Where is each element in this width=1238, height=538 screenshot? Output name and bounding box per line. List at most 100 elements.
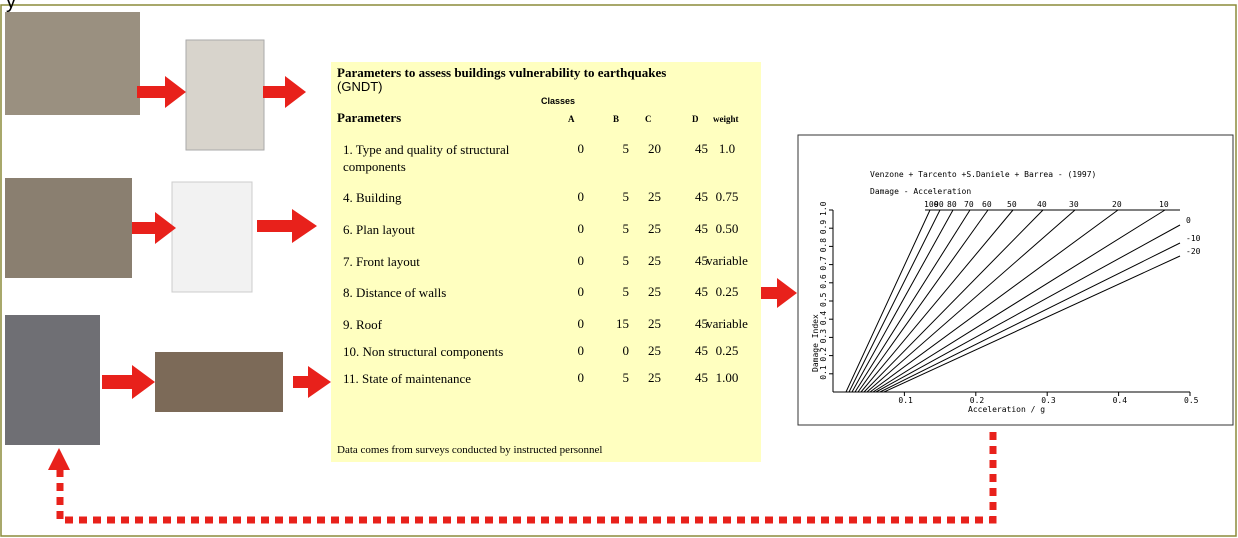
- y-tick-label: 1.0: [819, 201, 828, 216]
- curve-label: 30: [1069, 200, 1079, 209]
- chart: Venzone + Tarcento +S.Daniele + Barrea -…: [811, 170, 1201, 414]
- table-cell: 25: [648, 284, 661, 299]
- y-tick-label: 0.9: [819, 220, 828, 235]
- table-cell: 5: [622, 284, 630, 299]
- sketch: [171, 181, 253, 293]
- curve: [854, 209, 971, 393]
- table-cell: 0.50: [715, 221, 739, 236]
- column-header: A: [568, 114, 575, 124]
- table-cell: 45: [695, 316, 708, 331]
- curve: [883, 255, 1181, 393]
- table-cell: 5: [622, 189, 630, 204]
- curve: [845, 209, 931, 393]
- column-header: C: [645, 114, 652, 124]
- curve: [866, 209, 1076, 393]
- photo: [5, 12, 140, 115]
- table-cell: 5: [622, 141, 630, 156]
- y-tick-label: 0.4: [819, 311, 828, 326]
- curve-label: 10: [1159, 200, 1169, 209]
- curve-label: 20: [1112, 200, 1122, 209]
- table-cell: 0: [577, 189, 585, 204]
- photo: [5, 315, 100, 445]
- arrows: [48, 76, 797, 470]
- table-cell: 5: [622, 370, 630, 385]
- table-cell: 45: [695, 284, 708, 299]
- chart-subtitle: Damage - Acceleration: [870, 187, 971, 196]
- table-cell: 45: [695, 189, 708, 204]
- curve-label: 0: [1186, 216, 1191, 225]
- x-tick-label: 0.4: [1113, 396, 1128, 405]
- chart-box: [797, 134, 1234, 426]
- frame: [0, 4, 1237, 537]
- table-cell: 15: [616, 316, 629, 331]
- table-cell: 0: [577, 221, 585, 236]
- heading: y: [6, 0, 16, 13]
- table-cell: 0: [622, 343, 630, 358]
- table-cell: 25: [648, 370, 661, 385]
- curve: [860, 209, 1014, 393]
- curve-label: -20: [1186, 247, 1201, 256]
- table-cell: 45: [695, 221, 708, 236]
- table-cell: 5: [622, 253, 630, 268]
- curve: [863, 209, 1044, 393]
- parameters-header: Parameters: [337, 110, 402, 125]
- table-subtitle: (GNDT): [337, 79, 383, 94]
- table-cell: 45: [695, 141, 708, 156]
- parameter-name: 4. Building: [343, 190, 402, 205]
- y-tick-label: 0.8: [819, 238, 828, 253]
- table-cell: 0: [577, 370, 585, 385]
- table-cell: 25: [648, 189, 661, 204]
- table-cell: 25: [648, 253, 661, 268]
- parameter-name: 6. Plan layout: [343, 222, 415, 237]
- y-tick-label: 0.3: [819, 329, 828, 344]
- table-footnote: Data comes from surveys conducted by ins…: [337, 444, 603, 456]
- table-cell: variable: [706, 253, 748, 268]
- table-cell: 0: [577, 141, 585, 156]
- curve-label: 40: [1037, 200, 1047, 209]
- parameter-name: 8. Distance of walls: [343, 285, 447, 300]
- table-cell: 0: [577, 284, 585, 299]
- curve-label: 90: [934, 200, 944, 209]
- parameter-name: 1. Type and quality of structural compon…: [343, 142, 510, 174]
- curve: [872, 209, 1166, 393]
- table-cell: 0.75: [715, 189, 739, 204]
- table-cell: 45: [695, 253, 708, 268]
- curve: [857, 209, 989, 393]
- photo: [5, 178, 132, 278]
- table-cell: 1.0: [718, 141, 736, 156]
- table-cell: 0.25: [715, 343, 739, 358]
- x-tick-label: 0.1: [898, 396, 913, 405]
- y-axis-label: Damage Index: [811, 314, 820, 372]
- curve: [879, 242, 1181, 393]
- table-cell: 45: [695, 370, 708, 385]
- table-cell: variable: [706, 316, 748, 331]
- column-header: B: [613, 114, 620, 124]
- table-cell: 0: [577, 316, 585, 331]
- table-cell: 25: [648, 343, 661, 358]
- table-cell: 25: [648, 316, 661, 331]
- table-cell: 25: [648, 221, 661, 236]
- table-cell: 5: [622, 221, 630, 236]
- chart-title: Venzone + Tarcento +S.Daniele + Barrea -…: [870, 170, 1096, 179]
- curve-label: 80: [947, 200, 957, 209]
- feedback-arrow: [56, 432, 997, 524]
- curve: [869, 209, 1119, 393]
- curve-label: 60: [982, 200, 992, 209]
- photo: [155, 352, 283, 412]
- photo: [185, 39, 265, 151]
- y-tick-label: 0.2: [819, 347, 828, 362]
- parameter-name: 11. State of maintenance: [343, 371, 472, 386]
- x-tick-label: 0.5: [1184, 396, 1199, 405]
- column-header: D: [692, 114, 699, 124]
- table-cell: 0: [577, 343, 585, 358]
- curve-label: 100: [924, 200, 939, 209]
- table-cell: 0: [577, 253, 585, 268]
- curve: [851, 209, 954, 393]
- parameter-name: 7. Front layout: [343, 254, 420, 269]
- y-tick-label: 0.6: [819, 274, 828, 289]
- parameter-name: 9. Roof: [343, 317, 382, 332]
- x-tick-label: 0.2: [970, 396, 985, 405]
- parameter-name: 10. Non structural components: [343, 344, 504, 359]
- table-cell: 0.25: [715, 284, 739, 299]
